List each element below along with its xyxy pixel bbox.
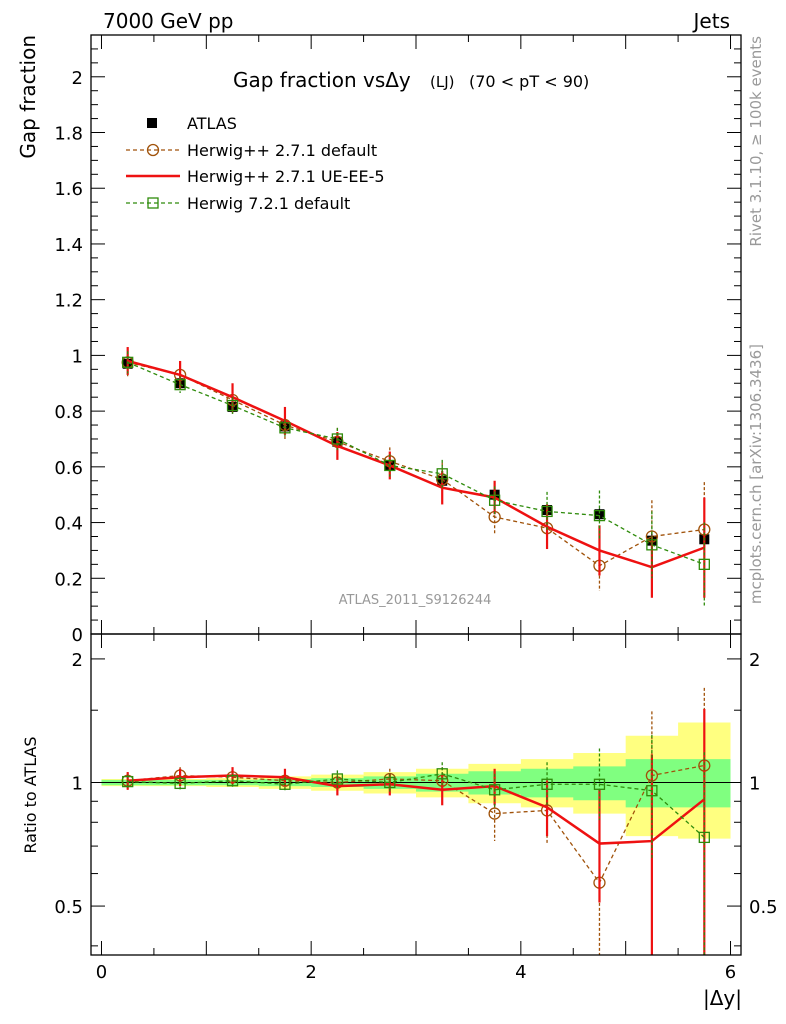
legend-marker-herwigpp-default (146, 143, 160, 157)
x-tick-label: 0 (96, 962, 107, 983)
legend-label-herwigpp-default: Herwig++ 2.7.1 default (187, 141, 377, 160)
main-y-tick-label: 0.6 (54, 458, 83, 479)
main-point-herwig-7-2-1-default (174, 378, 186, 391)
main-point-herwig-7-2-1-default (698, 558, 710, 570)
main-y-tick-label: 0.4 (54, 514, 83, 535)
ratio-y-tick-label-right: 1 (749, 773, 760, 794)
ratio-point-herwig-7-2-1-default (279, 778, 291, 790)
legend-marker-atlas (147, 118, 157, 128)
legend-marker-herwig7 (147, 197, 159, 209)
side-text-bottom: mcplots.cern.ch [arXiv:1306.3436] (747, 344, 765, 604)
main-point-atlas (594, 509, 605, 520)
ratio-point-herwig-7-2-1-default (226, 775, 239, 787)
x-tick-label: 2 (305, 962, 316, 983)
main-point-herwig-7-2-1-default (488, 494, 501, 506)
ratio-y-tick-label: 2 (72, 650, 83, 671)
main-y-tick-label: 1.4 (54, 235, 83, 256)
main-line-herwig-7-2-1-default (127, 361, 705, 565)
ratio-point-herwig-7-2-1-default (436, 768, 448, 780)
main-point-herwig-7-2-1-default (593, 509, 606, 522)
watermark: ATLAS_2011_S9126244 (339, 593, 492, 608)
header-left: 7000 GeV pp (103, 9, 234, 33)
legend: ATLAS Herwig++ 2.7.1 default Herwig++ 2.… (126, 114, 385, 213)
main-line-herwig-2-7-1-default (127, 361, 705, 567)
ratio-point-herwig-7-2-1-default (593, 778, 606, 790)
x-tick-label: 6 (725, 962, 736, 983)
main-point-herwig-7-2-1-default (384, 459, 396, 472)
main-y-tick-label: 1.8 (54, 124, 83, 145)
ratio-point-herwig-7-2-1-default (122, 775, 134, 788)
ratio-y-tick-label-right: 0.5 (749, 897, 778, 918)
ratio-y-tick-label-right: 2 (749, 650, 760, 671)
ratio-band-stat (101, 759, 731, 808)
main-point-herwig-7-2-1-default (436, 468, 448, 480)
ratio-line-herwig-7-2-1-default (127, 773, 705, 838)
ratio-point-herwig-2-7-1-default (488, 807, 501, 820)
ratio-point-herwig-7-2-1-default (174, 777, 186, 790)
main-y-tick-label: 1.6 (54, 179, 83, 200)
x-tick-label: 4 (515, 962, 526, 983)
main-y-label: Gap fraction (16, 35, 40, 159)
ratio-point-herwig-7-2-1-default (541, 778, 553, 790)
legend-label-herwigpp-ueee5: Herwig++ 2.7.1 UE-EE-5 (187, 167, 385, 186)
main-y-tick-label: 1 (72, 346, 83, 367)
main-point-herwig-7-2-1-default (279, 422, 291, 434)
x-axis-label: |Δy| (703, 986, 742, 1010)
side-text-top: Rivet 3.1.10, ≥ 100k events (747, 36, 765, 247)
main-y-tick-label: 1.2 (54, 291, 83, 312)
ratio-point-herwig-7-2-1-default (384, 776, 396, 789)
main-point-herwig-7-2-1-default (331, 433, 344, 445)
main-point-herwig-7-2-1-default (541, 505, 553, 518)
ratio-y-label: Ratio to ATLAS (21, 736, 40, 853)
header-right: Jets (692, 9, 730, 33)
ratio-point-herwig-7-2-1-default (698, 831, 710, 844)
main-title: Gap fraction vsΔy (233, 68, 411, 92)
main-point-herwig-7-2-1-default (646, 539, 658, 551)
main-point-herwig-7-2-1-default (122, 356, 134, 369)
ratio-line-herwig-2-7-1-ue-ee-5 (127, 774, 706, 845)
legend-label-atlas: ATLAS (187, 114, 237, 133)
ratio-line-herwig-2-7-1-default (127, 764, 705, 884)
main-y-tick-label: 0.2 (54, 569, 83, 590)
ratio-y-tick-label: 1 (72, 773, 83, 794)
main-y-tick-label: 0 (72, 625, 83, 646)
main-line-herwig-2-7-1-ue-ee-5 (127, 359, 705, 569)
main-title-suffix: (LJ) (430, 73, 455, 91)
main-title-cut: (70 < pT < 90) (469, 72, 589, 91)
legend-label-herwig7: Herwig 7.2.1 default (187, 194, 350, 213)
ratio-point-herwig-7-2-1-default (488, 784, 501, 796)
ratio-y-tick-label: 0.5 (54, 897, 83, 918)
main-point-herwig-7-2-1-default (226, 399, 239, 412)
ratio-point-herwig-7-2-1-default (646, 785, 658, 797)
ratio-point-herwig-7-2-1-default (331, 773, 344, 785)
main-y-tick-label: 2 (72, 68, 83, 89)
main-y-tick-label: 0.8 (54, 402, 83, 423)
